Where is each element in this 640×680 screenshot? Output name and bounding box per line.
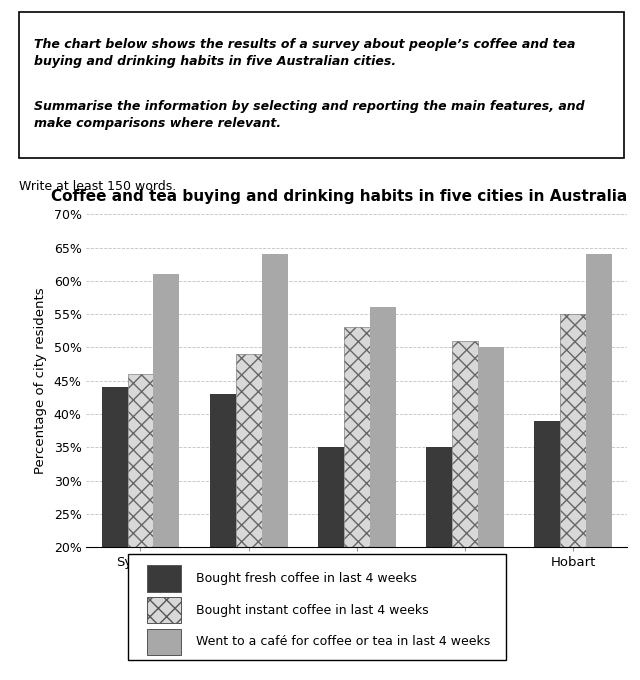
Bar xyxy=(370,307,396,547)
Text: The chart below shows the results of a survey about people’s coffee and tea
buyi: The chart below shows the results of a s… xyxy=(35,39,576,69)
Text: Coffee and tea buying and drinking habits in five cities in Australia: Coffee and tea buying and drinking habit… xyxy=(51,189,627,204)
Text: Bought instant coffee in last 4 weeks: Bought instant coffee in last 4 weeks xyxy=(196,604,429,617)
Bar xyxy=(154,274,179,547)
Bar xyxy=(147,565,181,592)
Bar xyxy=(127,374,154,547)
Bar xyxy=(452,341,478,547)
Text: Summarise the information by selecting and reporting the main features, and
make: Summarise the information by selecting a… xyxy=(35,99,585,130)
Text: Went to a café for coffee or tea in last 4 weeks: Went to a café for coffee or tea in last… xyxy=(196,635,490,648)
Bar xyxy=(318,447,344,547)
Bar xyxy=(560,314,586,547)
Bar xyxy=(262,254,287,547)
Text: Bought fresh coffee in last 4 weeks: Bought fresh coffee in last 4 weeks xyxy=(196,572,417,585)
Y-axis label: Percentage of city residents: Percentage of city residents xyxy=(33,288,47,474)
Bar xyxy=(426,447,452,547)
Bar xyxy=(478,347,504,547)
Text: Write at least 150 words.: Write at least 150 words. xyxy=(19,180,177,192)
Bar xyxy=(586,254,612,547)
Bar xyxy=(147,597,181,624)
Bar xyxy=(147,628,181,655)
Bar xyxy=(236,354,262,547)
Bar xyxy=(210,394,236,547)
Bar xyxy=(102,388,127,547)
Bar xyxy=(344,328,370,547)
Bar xyxy=(534,421,560,547)
